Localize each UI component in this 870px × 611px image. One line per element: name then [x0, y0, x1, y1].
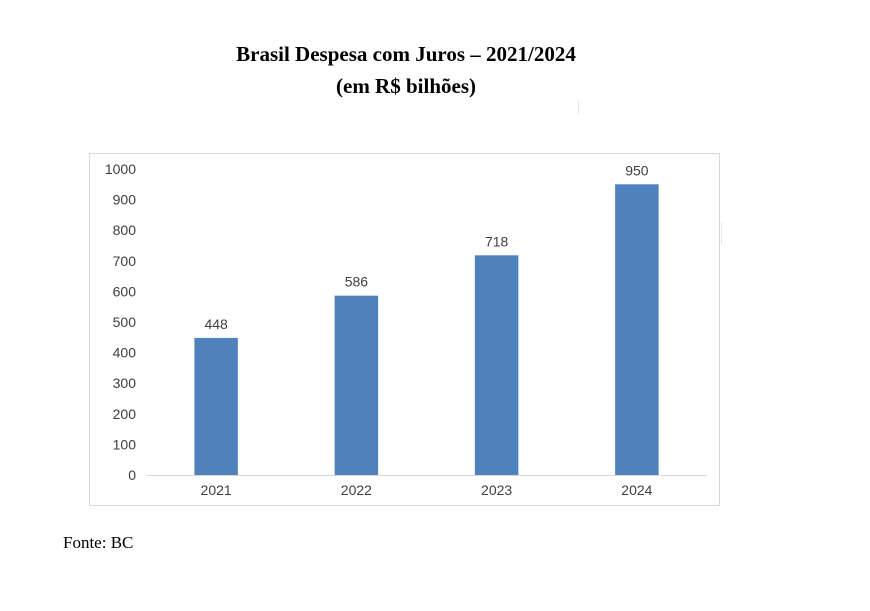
chart-title: Brasil Despesa com Juros – 2021/2024	[236, 42, 576, 66]
stray-mark-right	[721, 222, 722, 244]
bar-2022	[334, 295, 379, 475]
y-tick-label: 1000	[105, 161, 136, 177]
chart-subtitle: (em R$ bilhões)	[336, 74, 476, 98]
y-tick-label: 700	[113, 253, 137, 269]
x-tick-label: 2024	[621, 482, 652, 498]
chart-area: 0 100 200 300 400 500 600 700 800 900 1000 448 2021 5…	[89, 153, 720, 506]
bar-2021	[194, 337, 238, 475]
bar-2024	[615, 184, 659, 476]
bar-2023	[474, 255, 519, 475]
stray-mark-top	[578, 100, 579, 114]
x-tick-label: 2021	[201, 482, 232, 498]
y-tick-label: 500	[113, 314, 137, 330]
y-tick-label: 600	[113, 283, 137, 299]
y-tick-label: 300	[113, 375, 137, 391]
y-tick-label: 100	[113, 436, 137, 452]
y-tick-label: 900	[113, 192, 137, 208]
data-label-2021: 448	[204, 316, 228, 332]
data-label-2022: 586	[345, 274, 369, 290]
y-tick-label: 400	[113, 345, 137, 361]
source-note: Fonte: BC	[63, 533, 134, 552]
data-label-2023: 718	[485, 233, 509, 249]
x-tick-label: 2022	[341, 482, 372, 498]
y-tick-label: 800	[113, 222, 137, 238]
y-tick-label: 200	[113, 406, 137, 422]
bar-chart: 0 100 200 300 400 500 600 700 800 900 1000 448 2021 5…	[105, 161, 707, 498]
data-label-2024: 950	[625, 162, 649, 178]
y-tick-label: 0	[128, 467, 136, 483]
x-tick-label: 2023	[481, 482, 512, 498]
